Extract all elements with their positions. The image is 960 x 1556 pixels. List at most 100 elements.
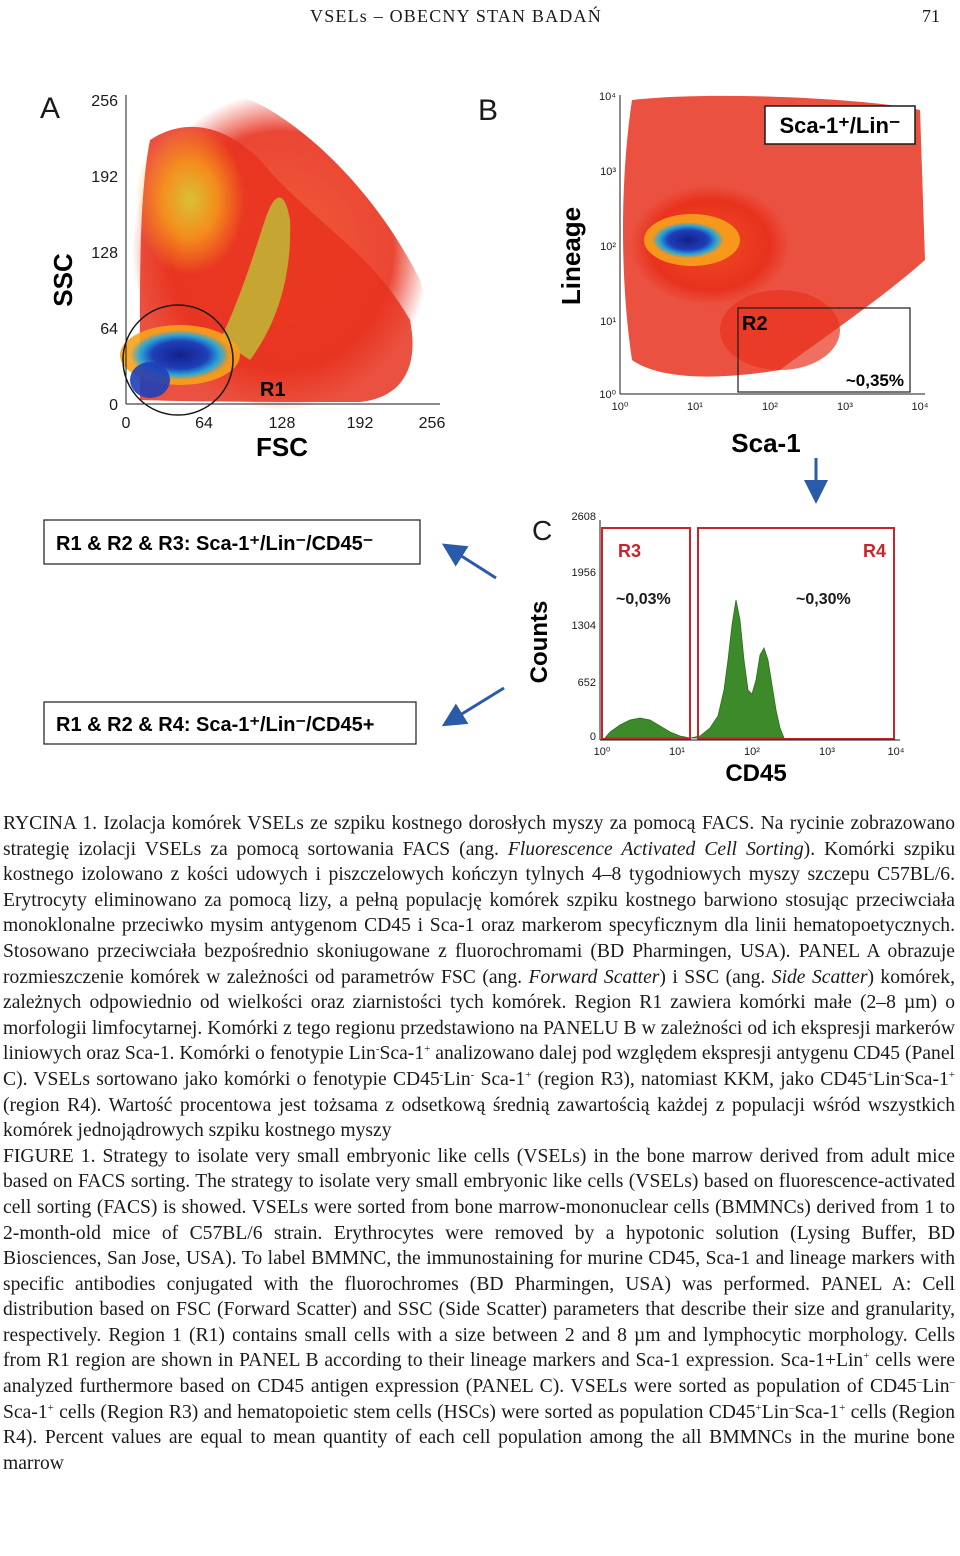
panel-c-y-tick: 0	[590, 731, 596, 743]
panel-b-y-tick: 10⁴	[599, 91, 616, 103]
panel-a-x-tick: 256	[419, 415, 446, 432]
superscript: +	[839, 1401, 846, 1414]
r2-label: R2	[742, 313, 768, 335]
caption-text: Sca-1	[794, 1401, 840, 1423]
panel-b-y-tick: 10⁰	[599, 389, 616, 401]
r3-gate	[601, 527, 691, 740]
panel-a-y-tick: 64	[100, 321, 118, 338]
superscript: +	[867, 1068, 874, 1081]
caption-text: analizowano dalej pod względem ekspresji…	[3, 1043, 955, 1090]
superscript: -	[900, 1068, 905, 1081]
panel-a-x-label: FSC	[256, 432, 308, 462]
superscript: -	[470, 1068, 475, 1081]
caption-italic: Forward Scatter	[528, 966, 660, 988]
page-header: VSELs – OBECNY STAN BADAŃ 71	[0, 6, 960, 30]
result-box-r3	[43, 519, 421, 565]
panel-c-x-tick: 10⁴	[888, 746, 905, 758]
caption-text: (region R4). Wartość procentowa jest toż…	[3, 1094, 955, 1142]
superscript: +	[755, 1401, 762, 1414]
result-box-r4	[43, 701, 417, 745]
panel-c-x-tick: 10⁰	[594, 746, 611, 758]
panel-a-x-tick: 192	[347, 415, 374, 432]
r3-percent: ~0,03%	[616, 591, 671, 608]
arrow-to-r4-box	[441, 686, 505, 727]
caption-italic: Side Scatter	[771, 966, 868, 988]
panel-a-y-tick: 128	[91, 245, 118, 262]
caption-text: ) komórek, zależnych odpowiednio od wiel…	[3, 966, 955, 1065]
caption-text: Lin	[922, 1376, 950, 1398]
panel-b-y-tick: 10¹	[600, 316, 616, 328]
caption-text: Sca-1	[3, 1401, 48, 1423]
superscript: –	[916, 1376, 923, 1389]
panel-a-x-tick: 0	[122, 415, 131, 432]
panel-c-y-tick: 1956	[572, 567, 596, 579]
panel-b-y-label: Lineage	[556, 207, 586, 305]
result-box-r3-text: R1 & R2 & R3: Sca-1⁺/Lin⁻/CD45⁻	[56, 533, 373, 555]
panel-b: B Sca-1⁺/Lin⁻ R2 ~0,35% 10⁴ 10³ 10² 10¹ …	[478, 91, 929, 458]
panel-b-x-tick: 10¹	[687, 401, 703, 413]
panel-a-x-tick: 128	[269, 415, 296, 432]
caption-polish: RYCINA 1. Izolacja komórek VSELs ze szpi…	[3, 811, 955, 1144]
panel-c-letter: C	[532, 515, 552, 546]
result-box-r4-text: R1 & R2 & R4: Sca-1⁺/Lin⁻/CD45+	[56, 714, 374, 736]
caption-text: Lin	[761, 1401, 789, 1423]
page-number: 71	[922, 6, 940, 26]
superscript: +	[863, 1350, 870, 1363]
cd45-histogram	[604, 599, 785, 739]
panel-c-y-label: Counts	[526, 601, 553, 684]
panel-c-x-tick: 10²	[744, 746, 760, 758]
caption-text: cells (Region R3) and hematopoietic stem…	[53, 1401, 756, 1423]
panel-c-x-label: CD45	[725, 760, 786, 787]
caption-text: Sca-1	[379, 1043, 425, 1065]
caption-text: (region R3), natomiast KKM, jako CD45	[531, 1068, 868, 1090]
panel-b-x-tick: 10²	[762, 401, 778, 413]
panel-b-y-tick: 10²	[600, 241, 616, 253]
panel-c-y-tick: 1304	[572, 620, 596, 632]
r4-label: R4	[863, 541, 886, 561]
panel-a: A R1 256 192 128 64 0	[40, 91, 446, 462]
running-title: VSELs – OBECNY STAN BADAŃ	[310, 6, 602, 26]
panel-a-density-plot	[120, 91, 431, 411]
panel-a-y-label: SSC	[48, 253, 78, 307]
superscript: –	[949, 1376, 956, 1389]
panel-a-letter: A	[40, 92, 60, 125]
panel-c-y-tick: 2608	[572, 511, 596, 523]
panel-b-x-label: Sca-1	[731, 428, 800, 458]
superscript: +	[424, 1043, 431, 1056]
panel-a-y-tick: 256	[91, 93, 118, 110]
panel-b-title: Sca-1⁺/Lin⁻	[779, 113, 900, 138]
r2-percent: ~0,35%	[846, 371, 904, 390]
superscript: -	[439, 1068, 444, 1081]
caption-text: RYCINA 1. Izolacja komórek VSELs ze szpi…	[3, 813, 955, 860]
caption-text: cells were analyzed furthermore based on…	[3, 1350, 955, 1398]
r3-label: R3	[618, 541, 641, 561]
panel-b-y-tick: 10³	[600, 166, 616, 178]
figure-canvas: A R1 256 192 128 64 0	[40, 91, 929, 787]
panel-a-y-tick: 0	[109, 397, 118, 414]
facs-figure: A R1 256 192 128 64 0	[20, 80, 950, 800]
panel-a-y-tick: 192	[91, 169, 118, 186]
r1-label: R1	[260, 379, 286, 401]
panel-c-y-tick: 652	[578, 677, 596, 689]
caption-english: FIGURE 1. Strategy to isolate very small…	[3, 1144, 955, 1477]
panel-b-x-tick: 10⁰	[612, 401, 629, 413]
caption-text: FIGURE 1. Strategy to isolate very small…	[3, 1145, 955, 1372]
figure-caption: RYCINA 1. Izolacja komórek VSELs ze szpi…	[3, 811, 955, 1476]
superscript: -	[375, 1043, 380, 1056]
r1-gate	[122, 304, 234, 416]
caption-text: ). Komórki szpiku kostnego izolowano z k…	[3, 838, 955, 988]
caption-italic: Fluorescence Activated Cell Sorting	[507, 838, 804, 860]
panel-c-x-tick: 10³	[819, 746, 835, 758]
panel-a-x-tick: 64	[195, 415, 213, 432]
panel-b-x-tick: 10³	[837, 401, 853, 413]
superscript: +	[948, 1068, 955, 1081]
panel-b-density-plot	[623, 95, 925, 377]
caption-text: Lin	[873, 1068, 901, 1090]
superscript: +	[525, 1068, 532, 1081]
panel-c: C R3 ~0,03% R4 ~0,30% 2608 1956 1304 652…	[526, 511, 905, 787]
caption-text: Sca-1	[474, 1068, 526, 1090]
caption-text: cells (Region R4). Percent values are eq…	[3, 1401, 955, 1474]
caption-text: Lin	[443, 1068, 471, 1090]
panel-b-letter: B	[478, 94, 498, 127]
caption-text: Sca-1	[904, 1068, 949, 1090]
